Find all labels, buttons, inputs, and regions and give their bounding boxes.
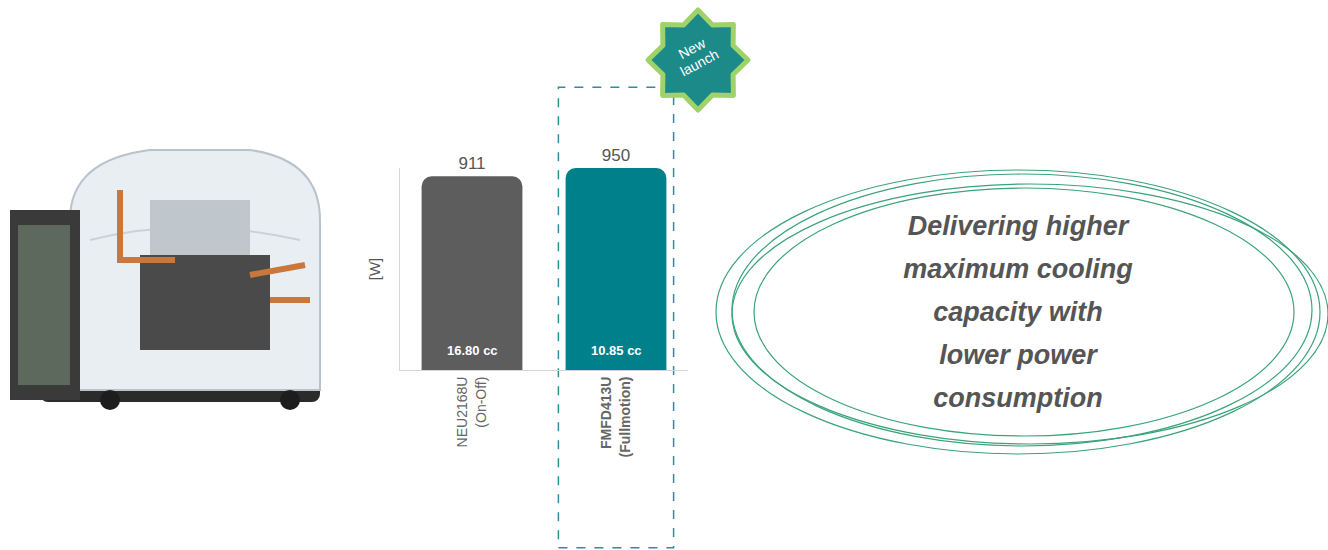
svg-text:911: 911	[458, 154, 485, 173]
svg-text:[W]: [W]	[366, 258, 383, 281]
svg-text:NEU2168U(On-Off): NEU2168U(On-Off)	[454, 377, 488, 448]
svg-text:Delivering higher: Delivering higher	[908, 211, 1130, 241]
svg-text:maximum cooling: maximum cooling	[903, 254, 1133, 284]
svg-text:consumption: consumption	[933, 383, 1103, 413]
svg-text:10.85 cc: 10.85 cc	[591, 343, 642, 358]
svg-text:lower power: lower power	[939, 340, 1098, 370]
svg-text:Newlaunch: Newlaunch	[670, 32, 721, 80]
svg-text:16.80 cc: 16.80 cc	[447, 343, 498, 358]
svg-text:capacity with: capacity with	[933, 297, 1103, 327]
svg-text:FMFD413U(Fullmotion): FMFD413U(Fullmotion)	[598, 377, 632, 458]
svg-text:950: 950	[602, 146, 630, 165]
